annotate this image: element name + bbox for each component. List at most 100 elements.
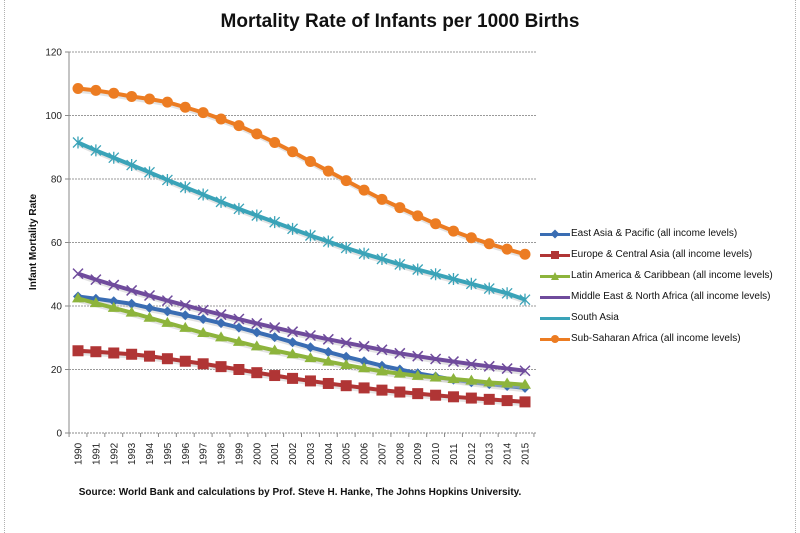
x-tick-label: 2015 [521, 442, 532, 465]
data-point [322, 377, 334, 389]
x-tick-label: 2014 [503, 442, 514, 465]
data-point [394, 202, 406, 214]
x-tick-label: 1992 [109, 442, 120, 465]
legend-swatch-icon [540, 271, 570, 281]
data-point [143, 311, 156, 322]
legend-label: East Asia & Pacific (all income levels) [571, 228, 738, 239]
data-point [126, 159, 138, 172]
x-tick-label: 2008 [395, 442, 406, 465]
legend-label: Sub-Saharan Africa (all income levels) [571, 333, 741, 344]
data-point [323, 347, 334, 358]
data-point [412, 263, 424, 276]
data-point [215, 309, 227, 321]
data-point [304, 229, 316, 242]
chart-title: Mortality Rate of Infants per 1000 Birth… [220, 11, 580, 32]
data-point [72, 292, 84, 303]
data-point [232, 335, 245, 346]
data-point [161, 96, 173, 108]
data-point [483, 393, 495, 405]
data-point [72, 268, 84, 280]
x-tick-label: 2011 [449, 443, 460, 465]
legend: East Asia & Pacific (all income levels) E… [540, 223, 773, 349]
data-point [180, 310, 191, 321]
y-axis-title: Infant Mortality Rate [28, 194, 39, 291]
data-point [483, 376, 496, 387]
y-tick-label: 20 [51, 365, 63, 376]
legend-label: Middle East & North Africa (all income l… [571, 291, 771, 302]
data-point [215, 331, 228, 342]
data-point [251, 367, 263, 379]
x-tick-label: 2003 [306, 442, 317, 465]
data-point [340, 380, 352, 392]
data-point [251, 209, 263, 222]
data-point [179, 355, 191, 367]
data-point [108, 347, 120, 359]
x-tick-label: 1994 [145, 442, 156, 465]
data-point [197, 358, 209, 370]
data-point [465, 232, 477, 244]
data-point [126, 298, 137, 309]
data-point [322, 355, 335, 366]
data-point [287, 326, 299, 338]
data-point [465, 392, 477, 404]
data-point [269, 322, 281, 334]
legend-item: Europe & Central Asia (all income levels… [540, 244, 773, 265]
legend-item: Latin America & Caribbean (all income le… [540, 265, 773, 286]
data-point [233, 202, 245, 215]
data-point [287, 222, 299, 235]
data-point [501, 377, 514, 388]
data-point [483, 282, 495, 295]
data-point [358, 382, 370, 394]
x-tick-label: 1990 [74, 442, 85, 465]
data-point [126, 284, 138, 296]
data-point [144, 302, 155, 313]
data-point [322, 165, 334, 177]
data-point [144, 350, 156, 362]
data-point [519, 396, 531, 408]
series-europe-central-asia-all-income-levels [72, 345, 531, 408]
legend-label: Europe & Central Asia (all income levels… [571, 249, 753, 260]
data-point [215, 195, 227, 208]
y-tick-label: 80 [51, 175, 63, 186]
x-tick-label: 2013 [485, 442, 496, 465]
data-point [215, 361, 227, 373]
data-point [376, 253, 388, 266]
data-point [90, 274, 102, 286]
data-point [501, 243, 513, 255]
data-point [447, 391, 459, 403]
data-point [501, 363, 513, 375]
data-point [340, 359, 353, 370]
source-note: Source: World Bank and calculations by P… [78, 487, 522, 498]
x-tick-label: 2004 [324, 442, 335, 465]
data-point [269, 370, 281, 382]
legend-item: South Asia [540, 307, 773, 328]
data-point [447, 356, 460, 368]
data-point [197, 326, 210, 337]
data-point [429, 371, 442, 382]
data-point [90, 346, 102, 358]
data-point [358, 340, 370, 352]
data-point [322, 333, 334, 345]
y-tick-label: 120 [45, 48, 62, 59]
data-point [108, 296, 119, 307]
data-point [251, 327, 262, 338]
data-point [108, 279, 120, 291]
data-point [233, 322, 244, 333]
data-point [394, 258, 406, 271]
data-point [519, 248, 531, 260]
data-point [358, 362, 371, 373]
data-point [268, 344, 281, 355]
x-tick-label: 2007 [377, 442, 388, 465]
data-point [179, 299, 191, 311]
data-point [72, 345, 84, 357]
data-point [269, 216, 281, 229]
series-sub-saharan-africa-all-income-levels [72, 83, 531, 260]
series-group [72, 83, 531, 408]
data-point [179, 181, 191, 194]
series-latin-america-caribbean-all-income-levels [72, 292, 531, 390]
data-point [287, 337, 298, 348]
y-tick-label: 100 [45, 111, 62, 122]
data-point [144, 93, 156, 105]
data-point [107, 301, 120, 312]
data-point [376, 384, 388, 396]
